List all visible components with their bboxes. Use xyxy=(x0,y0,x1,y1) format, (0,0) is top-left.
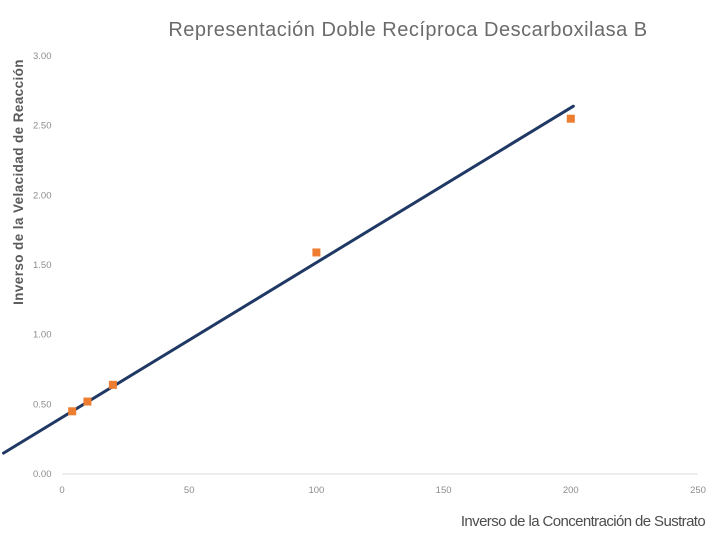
y-tick-label: 0.50 xyxy=(33,399,52,410)
data-point xyxy=(68,407,77,416)
x-tick-label: 0 xyxy=(59,485,64,496)
y-tick-label: 3.00 xyxy=(33,51,52,62)
x-tick-labels: 0 50 100 150 200 250 xyxy=(59,485,706,496)
data-points xyxy=(68,114,575,416)
data-point xyxy=(83,397,92,406)
x-tick-label: 100 xyxy=(308,485,324,496)
y-tick-label: 0.00 xyxy=(33,469,52,480)
data-point xyxy=(312,248,321,257)
trendline-layer xyxy=(1,104,575,455)
y-axis-label: Inverso de la Velacidad de Reacción xyxy=(11,59,26,305)
data-point xyxy=(108,380,117,389)
x-tick-label: 200 xyxy=(563,485,579,496)
x-tick-label: 150 xyxy=(436,485,452,496)
chart-title: Representación Doble Recíproca Descarbox… xyxy=(168,19,647,41)
x-tick-label: 50 xyxy=(184,485,195,496)
y-tick-label: 2.50 xyxy=(33,121,52,132)
y-tick-label: 1.50 xyxy=(33,260,52,271)
y-tick-label: 2.00 xyxy=(33,190,52,201)
x-axis-label: Inverso de la Concentración de Sustrato xyxy=(461,513,706,530)
data-point xyxy=(566,114,575,123)
trendline xyxy=(1,104,575,455)
y-tick-labels: 0.00 0.50 1.00 1.50 2.00 2.50 3.00 xyxy=(33,51,52,480)
y-tick-label: 1.00 xyxy=(33,330,52,341)
x-tick-label: 250 xyxy=(690,485,706,496)
